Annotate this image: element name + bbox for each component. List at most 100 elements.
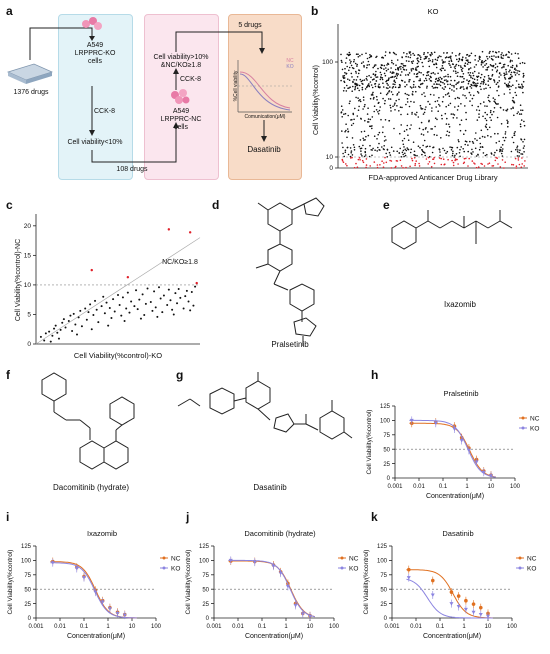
- chart-b-point: [388, 77, 390, 79]
- chart-j-y-tick-label: 125: [199, 544, 210, 550]
- chart-k-x-tick-label: 0.001: [384, 624, 400, 630]
- chart-b-point: [489, 86, 492, 89]
- chart-b-point: [444, 86, 447, 88]
- chart-b-point: [404, 148, 407, 151]
- chart-b-point: [396, 150, 399, 153]
- chart-b-point: [459, 123, 461, 126]
- chart-k-legend-label: NC: [527, 555, 537, 562]
- chart-b-point: [434, 125, 436, 128]
- chart-b-point: [468, 80, 471, 82]
- viability-gt10-label: Cell viability>10% &NC/KO≥1.8: [153, 54, 209, 69]
- chart-b-point: [352, 122, 355, 125]
- chart-b-point: [506, 122, 509, 124]
- chart-b-point: [419, 86, 421, 89]
- chart-b-point: [449, 75, 452, 78]
- chart-c-point: [159, 297, 162, 300]
- chart-b-point: [446, 52, 449, 54]
- chart-c-point: [184, 295, 187, 298]
- chart-b-point: [383, 140, 386, 142]
- chart-b-point: [391, 59, 393, 62]
- chart-b-point: [353, 118, 355, 121]
- chart-b-point: [511, 163, 513, 166]
- chart-b-point: [468, 74, 471, 76]
- chart-c-red-point: [195, 281, 198, 285]
- chart-b-point: [393, 52, 396, 55]
- chart-b-point: [414, 113, 416, 115]
- chart-b-point: [417, 59, 419, 62]
- chart-b-point: [341, 116, 344, 118]
- chart-b-point: [438, 96, 440, 99]
- chart-h-x-label: Concentration(μM): [426, 493, 484, 500]
- chart-b-point: [367, 107, 369, 109]
- chart-b-point: [407, 56, 410, 58]
- chart-b-point: [494, 98, 496, 101]
- chart-b-point: [494, 101, 497, 104]
- chart-c-point: [185, 289, 188, 292]
- chart-b-point: [442, 81, 444, 84]
- chart-c-point: [136, 308, 139, 311]
- chart-b-point: [401, 71, 403, 73]
- chart-b-point: [341, 130, 343, 132]
- chart-b-point: [463, 88, 465, 90]
- chart-b-point: [496, 103, 498, 105]
- chart-b-point: [500, 152, 503, 155]
- chart-c-point: [154, 306, 157, 309]
- chart-b-point: [384, 74, 387, 77]
- chart-b-point: [455, 83, 457, 86]
- chart-c-point: [190, 291, 193, 293]
- chart-b-point: [492, 59, 494, 61]
- chart-c-point: [97, 321, 100, 324]
- chart-b-point: [455, 72, 457, 74]
- chart-b-point: [456, 146, 459, 149]
- chart-b-point: [478, 109, 481, 112]
- chart-b-point: [501, 155, 504, 157]
- chart-b-point: [457, 139, 460, 141]
- panel-label-c: c: [6, 198, 13, 212]
- chart-b-point: [450, 149, 453, 151]
- chart-b-point: [491, 55, 493, 58]
- chart-b-point: [484, 125, 487, 127]
- chart-b-point: [413, 150, 416, 153]
- chart-b-point: [380, 118, 382, 121]
- chart-b-point: [377, 133, 380, 136]
- chart-h-x-tick-label: 10: [488, 484, 495, 490]
- chart-b-point: [359, 100, 362, 103]
- chart-b-point: [497, 56, 500, 58]
- chart-k-point-ko: [478, 613, 483, 617]
- chart-b-point: [514, 131, 516, 133]
- chart-c-point: [135, 289, 138, 292]
- chart-b-point: [341, 109, 344, 111]
- chart-b-point: [411, 113, 413, 115]
- chart-b-point: [496, 65, 499, 68]
- chart-b-point: [486, 58, 489, 60]
- chart-b-point: [482, 152, 485, 154]
- chart-b-point: [384, 135, 386, 138]
- chart-b-point: [343, 81, 346, 84]
- chart-b-point: [523, 165, 525, 167]
- chart-c-point: [141, 293, 144, 296]
- chart-b-point: [385, 87, 388, 89]
- chart-b-point: [344, 130, 346, 133]
- chart-b-point: [510, 71, 513, 74]
- chart-b-point: [480, 129, 483, 132]
- chart-b-point: [471, 84, 473, 87]
- chart-b-point: [375, 76, 378, 78]
- chart-b-point: [456, 75, 459, 77]
- chart-b-point: [516, 112, 518, 115]
- chart-b-point: [372, 94, 374, 96]
- chart-b-point: [439, 76, 442, 79]
- chart-c-point: [120, 314, 123, 317]
- chart-b-point: [365, 164, 368, 166]
- chart-b-point: [488, 99, 490, 102]
- chart-b-point: [454, 97, 457, 100]
- chart-b-point: [356, 87, 359, 89]
- panel-label-a: a: [6, 4, 13, 18]
- chart-b-point: [396, 94, 398, 96]
- chart-b-point: [365, 166, 367, 169]
- chart-b-point: [487, 66, 490, 68]
- chart-b-point: [423, 52, 426, 54]
- chart-b-point: [381, 131, 384, 134]
- chart-b-point: [450, 59, 453, 61]
- chart-b-point: [436, 100, 439, 102]
- chart-h-point-ko: [474, 460, 479, 464]
